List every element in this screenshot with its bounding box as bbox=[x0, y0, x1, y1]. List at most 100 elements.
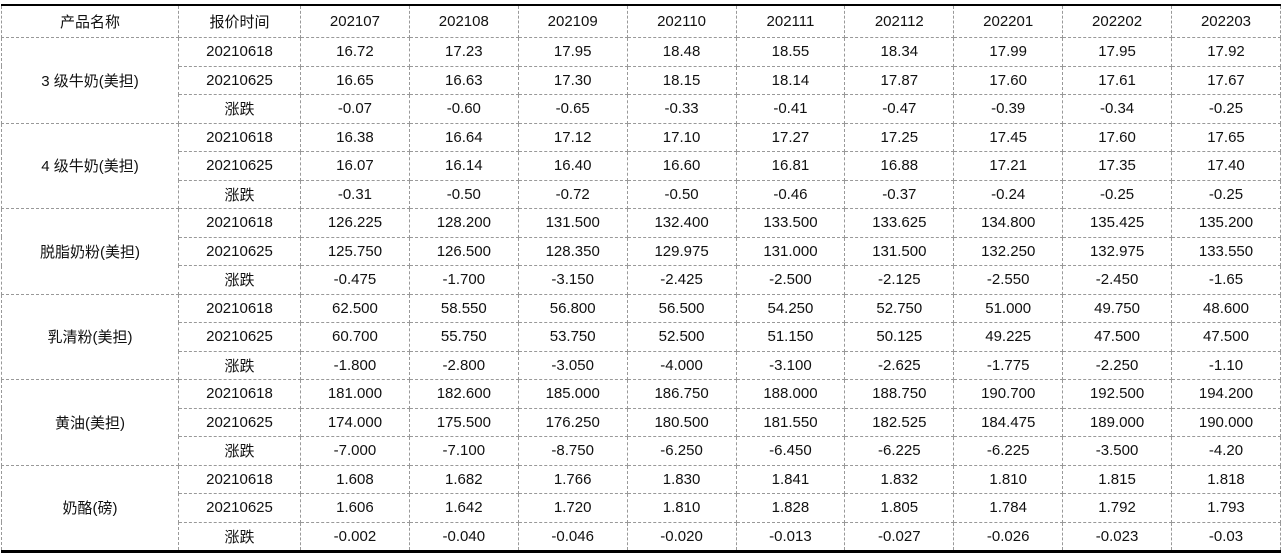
price-cell: -6.450 bbox=[735, 436, 846, 466]
header-cell: 202109 bbox=[517, 4, 628, 38]
price-cell: 17.95 bbox=[1062, 37, 1172, 67]
header-cell: 202108 bbox=[408, 4, 519, 38]
product-name: 4 级牛奶(美担) bbox=[1, 122, 179, 209]
product-name: 黄油(美担) bbox=[1, 379, 179, 466]
row-label: 涨跌 bbox=[178, 521, 301, 552]
price-cell: 17.25 bbox=[844, 122, 955, 152]
product-name: 乳清粉(美担) bbox=[1, 293, 179, 380]
data-row: 4 级牛奶(美担) 20210618 16.38 16.64 17.12 17.10 17.… bbox=[1, 122, 1281, 209]
price-cell: -6.225 bbox=[953, 436, 1064, 466]
data-row: 涨跌 -0.002 -0.040 -0.046 -0.020 -0.013 -0.027 -0… bbox=[2, 521, 1281, 552]
price-cell: 17.87 bbox=[844, 65, 955, 95]
price-cell: -7.100 bbox=[408, 436, 519, 466]
header-cell: 报价时间 bbox=[178, 4, 301, 38]
price-cell: -0.027 bbox=[844, 521, 955, 552]
product-name: 脱脂奶粉(美担) bbox=[1, 208, 179, 295]
price-cell: -3.100 bbox=[735, 350, 846, 380]
price-cell: -2.250 bbox=[1062, 350, 1172, 380]
data-row: 涨跌 -0.31 -0.50 -0.72 -0.50 -0.46 -0.37 -0.24 -0.… bbox=[2, 179, 1281, 209]
price-cell: 52.500 bbox=[626, 322, 737, 352]
price-cell: 1.793 bbox=[1171, 493, 1281, 523]
price-cell: 18.55 bbox=[735, 37, 846, 67]
price-cell: -3.500 bbox=[1062, 436, 1172, 466]
price-cell: 135.425 bbox=[1062, 208, 1172, 238]
price-cell: 188.750 bbox=[844, 379, 955, 409]
price-cell: 133.550 bbox=[1171, 236, 1281, 266]
price-cell: 56.800 bbox=[517, 293, 628, 323]
price-cell: 180.500 bbox=[626, 407, 737, 437]
price-cell: -2.500 bbox=[735, 265, 846, 295]
row-label: 20210625 bbox=[178, 236, 301, 266]
price-cell: 47.500 bbox=[1171, 322, 1281, 352]
price-cell: 17.12 bbox=[517, 122, 628, 152]
row-label: 20210625 bbox=[178, 65, 301, 95]
price-cell: 17.92 bbox=[1171, 37, 1281, 67]
price-cell: 131.000 bbox=[735, 236, 846, 266]
header-cell: 202203 bbox=[1171, 4, 1281, 38]
row-label: 20210618 bbox=[178, 293, 301, 323]
price-cell: 17.40 bbox=[1171, 151, 1281, 181]
header-cell: 202111 bbox=[735, 4, 846, 38]
data-row: 涨跌 -7.000 -7.100 -8.750 -6.250 -6.450 -6.225 -6… bbox=[2, 436, 1281, 466]
price-cell: 17.65 bbox=[1171, 122, 1281, 152]
price-cell: -6.250 bbox=[626, 436, 737, 466]
row-label: 涨跌 bbox=[178, 94, 301, 124]
price-cell: -2.450 bbox=[1062, 265, 1172, 295]
price-cell: -0.46 bbox=[735, 179, 846, 209]
row-label: 20210625 bbox=[178, 493, 301, 523]
data-row: 20210625 16.07 16.14 16.40 16.60 16.81 16.88 17… bbox=[2, 151, 1281, 181]
price-cell: 126.225 bbox=[300, 208, 410, 238]
data-row: 20210625 174.000 175.500 176.250 180.500 181.… bbox=[2, 407, 1281, 437]
price-cell: -2.800 bbox=[408, 350, 519, 380]
price-cell: -1.800 bbox=[300, 350, 410, 380]
price-cell: 17.21 bbox=[953, 151, 1064, 181]
header-cell: 产品名称 bbox=[1, 4, 179, 38]
price-cell: -6.225 bbox=[844, 436, 955, 466]
price-cell: 51.150 bbox=[735, 322, 846, 352]
price-cell: 16.88 bbox=[844, 151, 955, 181]
data-row: 涨跌 -1.800 -2.800 -3.050 -4.000 -3.100 -2.625 -1… bbox=[2, 350, 1281, 380]
price-cell: -7.000 bbox=[300, 436, 410, 466]
price-cell: 16.64 bbox=[408, 122, 519, 152]
price-cell: -8.750 bbox=[517, 436, 628, 466]
price-cell: -2.125 bbox=[844, 265, 955, 295]
price-cell: -1.10 bbox=[1171, 350, 1281, 380]
price-cell: -0.026 bbox=[953, 521, 1064, 552]
price-cell: -2.625 bbox=[844, 350, 955, 380]
price-cell: -1.65 bbox=[1171, 265, 1281, 295]
price-cell: 188.000 bbox=[735, 379, 846, 409]
data-row: 3 级牛奶(美担) 20210618 16.72 17.23 17.95 18.48 18.… bbox=[1, 37, 1281, 124]
price-cell: -4.000 bbox=[626, 350, 737, 380]
price-cell: 135.200 bbox=[1171, 208, 1281, 238]
price-cell: 131.500 bbox=[844, 236, 955, 266]
row-label: 20210625 bbox=[178, 322, 301, 352]
price-cell: -0.72 bbox=[517, 179, 628, 209]
price-cell: -1.775 bbox=[953, 350, 1064, 380]
price-cell: 18.48 bbox=[626, 37, 737, 67]
price-cell: -0.41 bbox=[735, 94, 846, 124]
price-cell: -2.425 bbox=[626, 265, 737, 295]
row-label: 涨跌 bbox=[178, 350, 301, 380]
price-cell: 16.63 bbox=[408, 65, 519, 95]
price-cell: -0.002 bbox=[300, 521, 410, 552]
price-cell: -0.37 bbox=[844, 179, 955, 209]
price-cell: 17.67 bbox=[1171, 65, 1281, 95]
price-cell: 17.30 bbox=[517, 65, 628, 95]
price-cell: 1.828 bbox=[735, 493, 846, 523]
price-cell: -0.33 bbox=[626, 94, 737, 124]
price-cell: 1.805 bbox=[844, 493, 955, 523]
price-cell: 18.34 bbox=[844, 37, 955, 67]
price-cell: 1.810 bbox=[953, 464, 1064, 494]
price-cell: 1.608 bbox=[300, 464, 410, 494]
price-cell: -0.046 bbox=[517, 521, 628, 552]
data-row: 黄油(美担) 20210618 181.000 182.600 185.000 186.7… bbox=[1, 379, 1281, 466]
price-cell: 126.500 bbox=[408, 236, 519, 266]
price-cell: 16.65 bbox=[300, 65, 410, 95]
product-name: 3 级牛奶(美担) bbox=[1, 37, 179, 124]
price-cell: 190.000 bbox=[1171, 407, 1281, 437]
price-cell: 1.818 bbox=[1171, 464, 1281, 494]
price-cell: 129.975 bbox=[626, 236, 737, 266]
price-cell: 56.500 bbox=[626, 293, 737, 323]
price-cell: 17.27 bbox=[735, 122, 846, 152]
